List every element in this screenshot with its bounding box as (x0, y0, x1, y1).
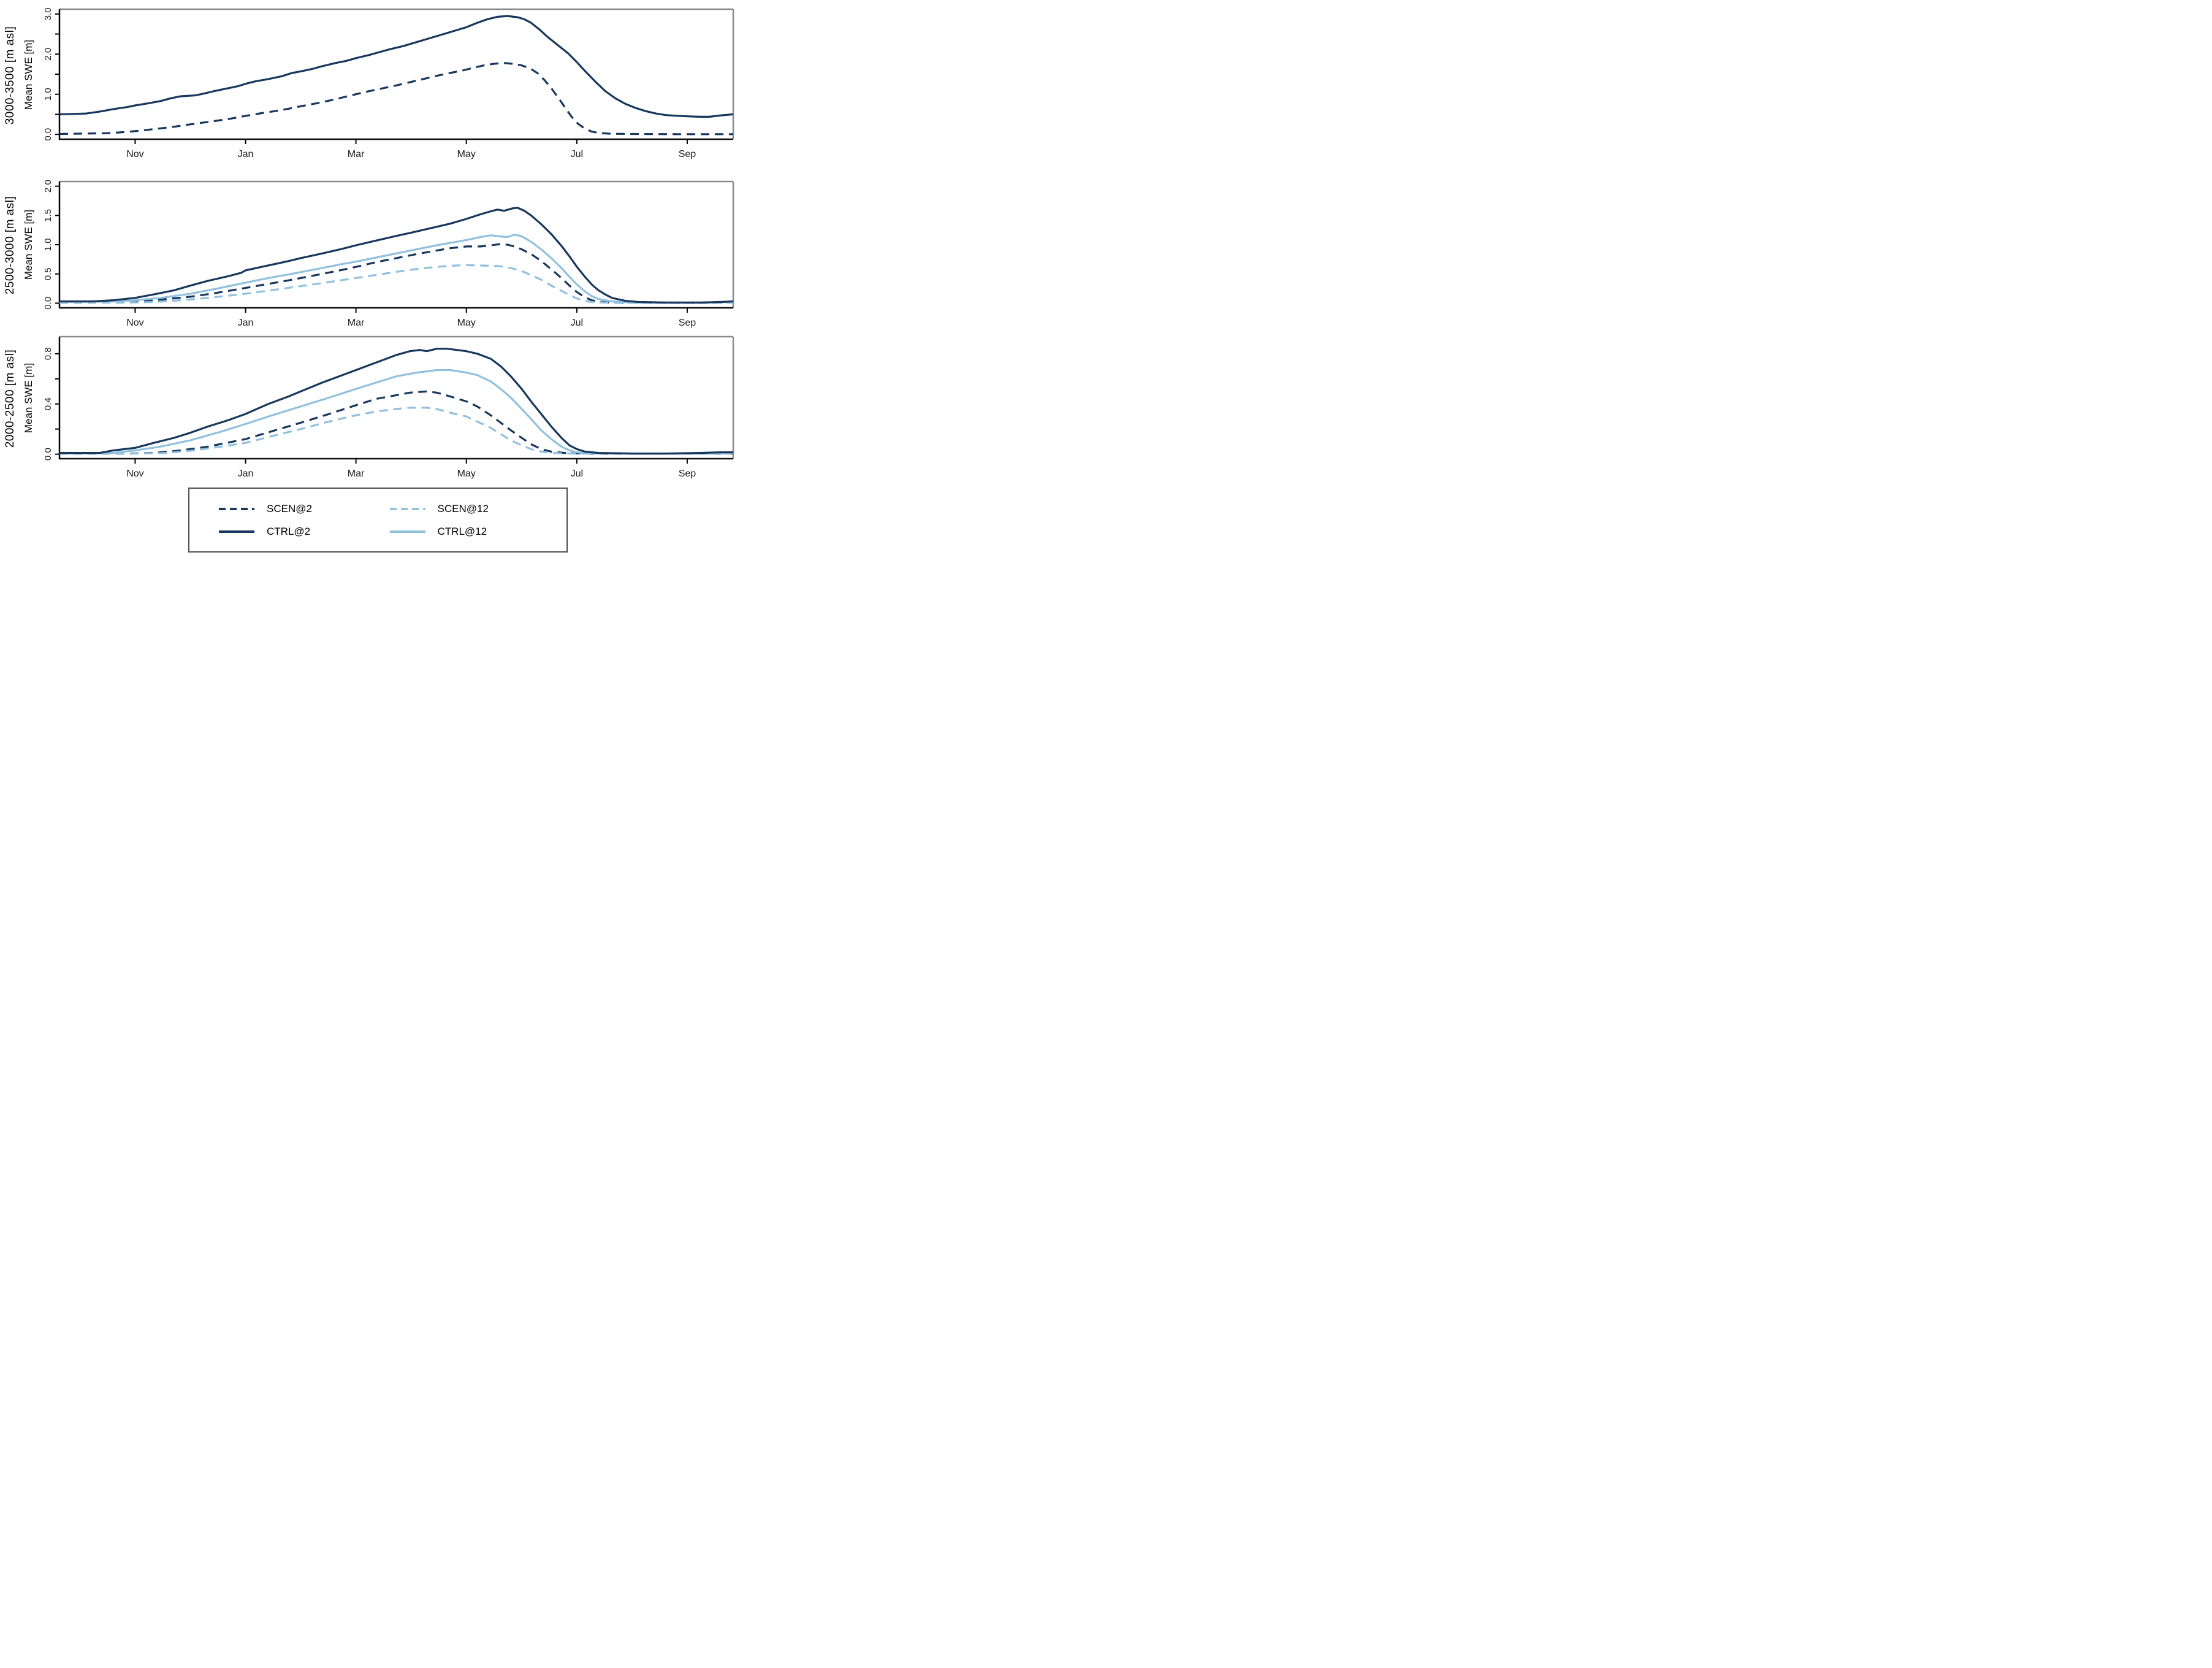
plot-area-3000-3500: 0.0 1.0 2.0 3.0 Nov Jan Mar May Jul Sep (43, 7, 734, 159)
panel-2000-2500: 2000-2500 [m asl] Mean SWE [m] 0.0 0.4 0.8… (0, 327, 738, 486)
panel-2500-3000: 2500-3000 [m asl] Mean SWE [m] 0.0 0.5 1.0… (0, 172, 738, 335)
x-tick-label: Nov (126, 318, 143, 328)
y-tick-label: 2.0 (43, 48, 53, 61)
legend-item-scen2: SCEN@2 (219, 503, 390, 515)
solid-light-line-swatch (389, 530, 425, 533)
y-tick-label: 0.8 (43, 347, 53, 360)
y-tick-label: 3.0 (43, 7, 53, 20)
series-ctrl-2 (59, 207, 734, 304)
y-tick-label: 2.0 (43, 180, 53, 193)
dashed-light-line-swatch (389, 507, 425, 510)
series-scen-2 (59, 243, 734, 304)
x-tick-label: Jul (571, 149, 583, 159)
y-tick-label: 0.0 (43, 128, 53, 141)
y-tick-label: 0.0 (43, 297, 53, 310)
series-ctrl-2 (59, 15, 734, 118)
x-tick-label: Sep (679, 318, 696, 328)
x-tick-label: Mar (348, 318, 365, 328)
x-tick-label: Mar (348, 149, 365, 159)
x-tick-label: Sep (679, 149, 696, 159)
legend-label: CTRL@12 (437, 525, 487, 537)
series-scen-2 (59, 390, 733, 455)
x-tick-label: Jul (571, 318, 583, 328)
panel-3000-3500: 3000-3500 [m asl] Mean SWE [m] 0.0 1.0 2.0… (0, 0, 738, 166)
x-tick-label: Sep (679, 469, 696, 479)
y-axis-title: Mean SWE [m] (23, 209, 34, 280)
legend-box: SCEN@2 SCEN@12 CTRL@2 CTRL@12 (188, 488, 568, 553)
series-scen-2 (59, 62, 733, 136)
elevation-band-label: 2500-3000 [m asl] (4, 196, 17, 295)
legend-label: SCEN@12 (437, 502, 489, 515)
dashed-dark-line-swatch (219, 507, 254, 510)
y-tick-label: 0.0 (43, 448, 53, 461)
legend-item-ctrl2: CTRL@2 (219, 526, 390, 538)
series-ctrl-12 (59, 234, 734, 304)
y-axis-title: Mean SWE [m] (23, 362, 34, 434)
y-axis-title: Mean SWE [m] (23, 39, 34, 110)
x-tick-label: Jan (238, 318, 254, 328)
x-tick-label: Nov (126, 149, 143, 159)
legend-label: CTRL@2 (267, 525, 311, 537)
x-tick-label: May (457, 469, 476, 479)
x-tick-label: May (457, 149, 476, 159)
legend-item-scen12: SCEN@12 (389, 502, 561, 515)
elevation-band-label: 3000-3500 [m asl] (4, 26, 17, 125)
x-tick-label: Jan (238, 149, 254, 159)
series-ctrl-12 (59, 369, 734, 455)
elevation-band-label: 2000-2500 [m asl] (4, 349, 17, 448)
legend-item-ctrl12: CTRL@12 (389, 525, 561, 538)
solid-dark-line-swatch (219, 530, 254, 533)
x-tick-label: Mar (348, 469, 365, 479)
series-ctrl-2 (59, 348, 733, 455)
y-tick-label: 1.5 (43, 209, 53, 222)
y-tick-label: 0.4 (43, 397, 53, 410)
swe-elevation-figure: 3000-3500 [m asl] Mean SWE [m] 0.0 1.0 2.0… (0, 0, 738, 556)
legend-label: SCEN@2 (267, 502, 312, 515)
x-tick-label: Jan (238, 469, 254, 479)
x-tick-label: May (457, 318, 476, 328)
y-tick-label: 0.5 (43, 267, 53, 280)
plot-area-2000-2500: 0.0 0.4 0.8 Nov Jan Mar May Jul Sep (43, 335, 734, 479)
y-tick-label: 1.0 (43, 239, 53, 251)
x-tick-label: Jul (571, 469, 583, 479)
y-tick-label: 1.0 (43, 88, 53, 101)
x-tick-label: Nov (126, 469, 143, 479)
series-scen-12 (59, 407, 733, 455)
plot-area-2500-3000: 0.0 0.5 1.0 1.5 2.0 Nov Jan Mar May Jul Sep (43, 180, 734, 328)
